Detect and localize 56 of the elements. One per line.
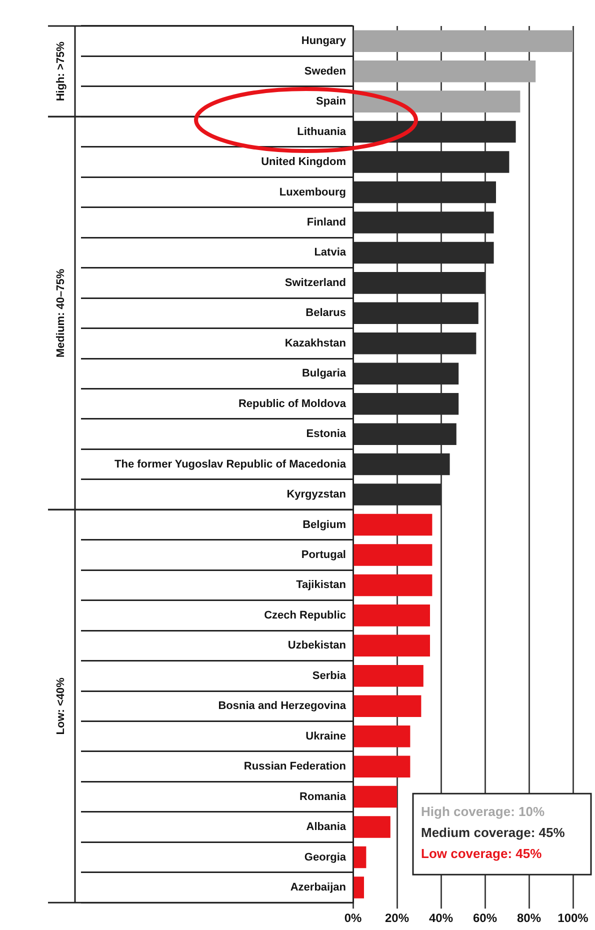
y-tick-label: Lithuania bbox=[297, 126, 347, 138]
bar bbox=[354, 756, 410, 778]
y-tick-label: Georgia bbox=[304, 851, 347, 864]
y-tick-label: Luxembourg bbox=[279, 186, 346, 198]
y-tick-label: United Kingdom bbox=[261, 156, 346, 168]
y-tick-label: Russian Federation bbox=[244, 760, 346, 773]
y-tick-label: Latvia bbox=[314, 246, 347, 259]
bar bbox=[354, 725, 410, 748]
y-tick-label: Kazakhstan bbox=[284, 337, 346, 350]
bar bbox=[354, 876, 364, 898]
bar bbox=[354, 30, 573, 52]
bar bbox=[354, 665, 424, 687]
y-tick-label: Spain bbox=[316, 96, 346, 108]
y-tick-label: Serbia bbox=[312, 670, 347, 682]
y-tick-label: Azerbaijan bbox=[290, 882, 346, 894]
y-tick-label: Hungary bbox=[301, 35, 347, 48]
y-tick-label: Romania bbox=[300, 790, 347, 803]
bar bbox=[354, 604, 430, 626]
y-tick-label: Bulgaria bbox=[302, 368, 347, 380]
x-tick-label: 40% bbox=[428, 911, 454, 926]
y-tick-label: Estonia bbox=[306, 428, 347, 440]
text: High coverage: 10% bbox=[421, 804, 545, 820]
bar bbox=[354, 574, 432, 596]
y-tick-label: The former Yugoslav Republic of Macedonia bbox=[114, 458, 347, 470]
bar bbox=[354, 544, 432, 566]
text: Medium: 40–75% bbox=[55, 268, 68, 358]
bar bbox=[354, 634, 430, 657]
text: Low coverage: 45% bbox=[421, 846, 542, 862]
bar bbox=[354, 514, 432, 536]
x-tick-label: 0% bbox=[344, 911, 362, 926]
x-tick-label: 80% bbox=[516, 911, 542, 926]
y-tick-label: Uzbekistan bbox=[288, 640, 346, 652]
bar bbox=[354, 846, 366, 868]
y-tick-label: Bosnia and Herzegovina bbox=[218, 700, 347, 712]
bar bbox=[354, 695, 422, 718]
y-tick-label: Belarus bbox=[306, 307, 346, 320]
x-tick-label: 100% bbox=[558, 911, 589, 926]
y-tick-label: Tajikistan bbox=[296, 579, 346, 592]
y-tick-label: Czech Republic bbox=[264, 609, 346, 622]
y-tick-label: Sweden bbox=[304, 65, 346, 78]
bar bbox=[354, 786, 397, 808]
y-tick-label: Ukraine bbox=[306, 730, 346, 742]
x-tick-label: 60% bbox=[472, 911, 498, 926]
y-tick-label: Belgium bbox=[302, 518, 346, 531]
bar bbox=[354, 60, 536, 82]
y-tick-label: Albania bbox=[306, 821, 347, 834]
y-tick-label: Republic of Moldova bbox=[238, 398, 347, 410]
bar bbox=[354, 816, 390, 838]
y-tick-label: Switzerland bbox=[284, 276, 346, 289]
y-tick-label: Portugal bbox=[301, 549, 346, 562]
y-tick-label: Kyrgyzstan bbox=[286, 488, 346, 501]
y-tick-label: Finland bbox=[306, 216, 346, 229]
x-tick-label: 20% bbox=[384, 911, 410, 926]
text: Low: <40% bbox=[55, 677, 68, 735]
text: Medium coverage: 45% bbox=[421, 825, 566, 840]
text: High: >75% bbox=[55, 41, 68, 102]
